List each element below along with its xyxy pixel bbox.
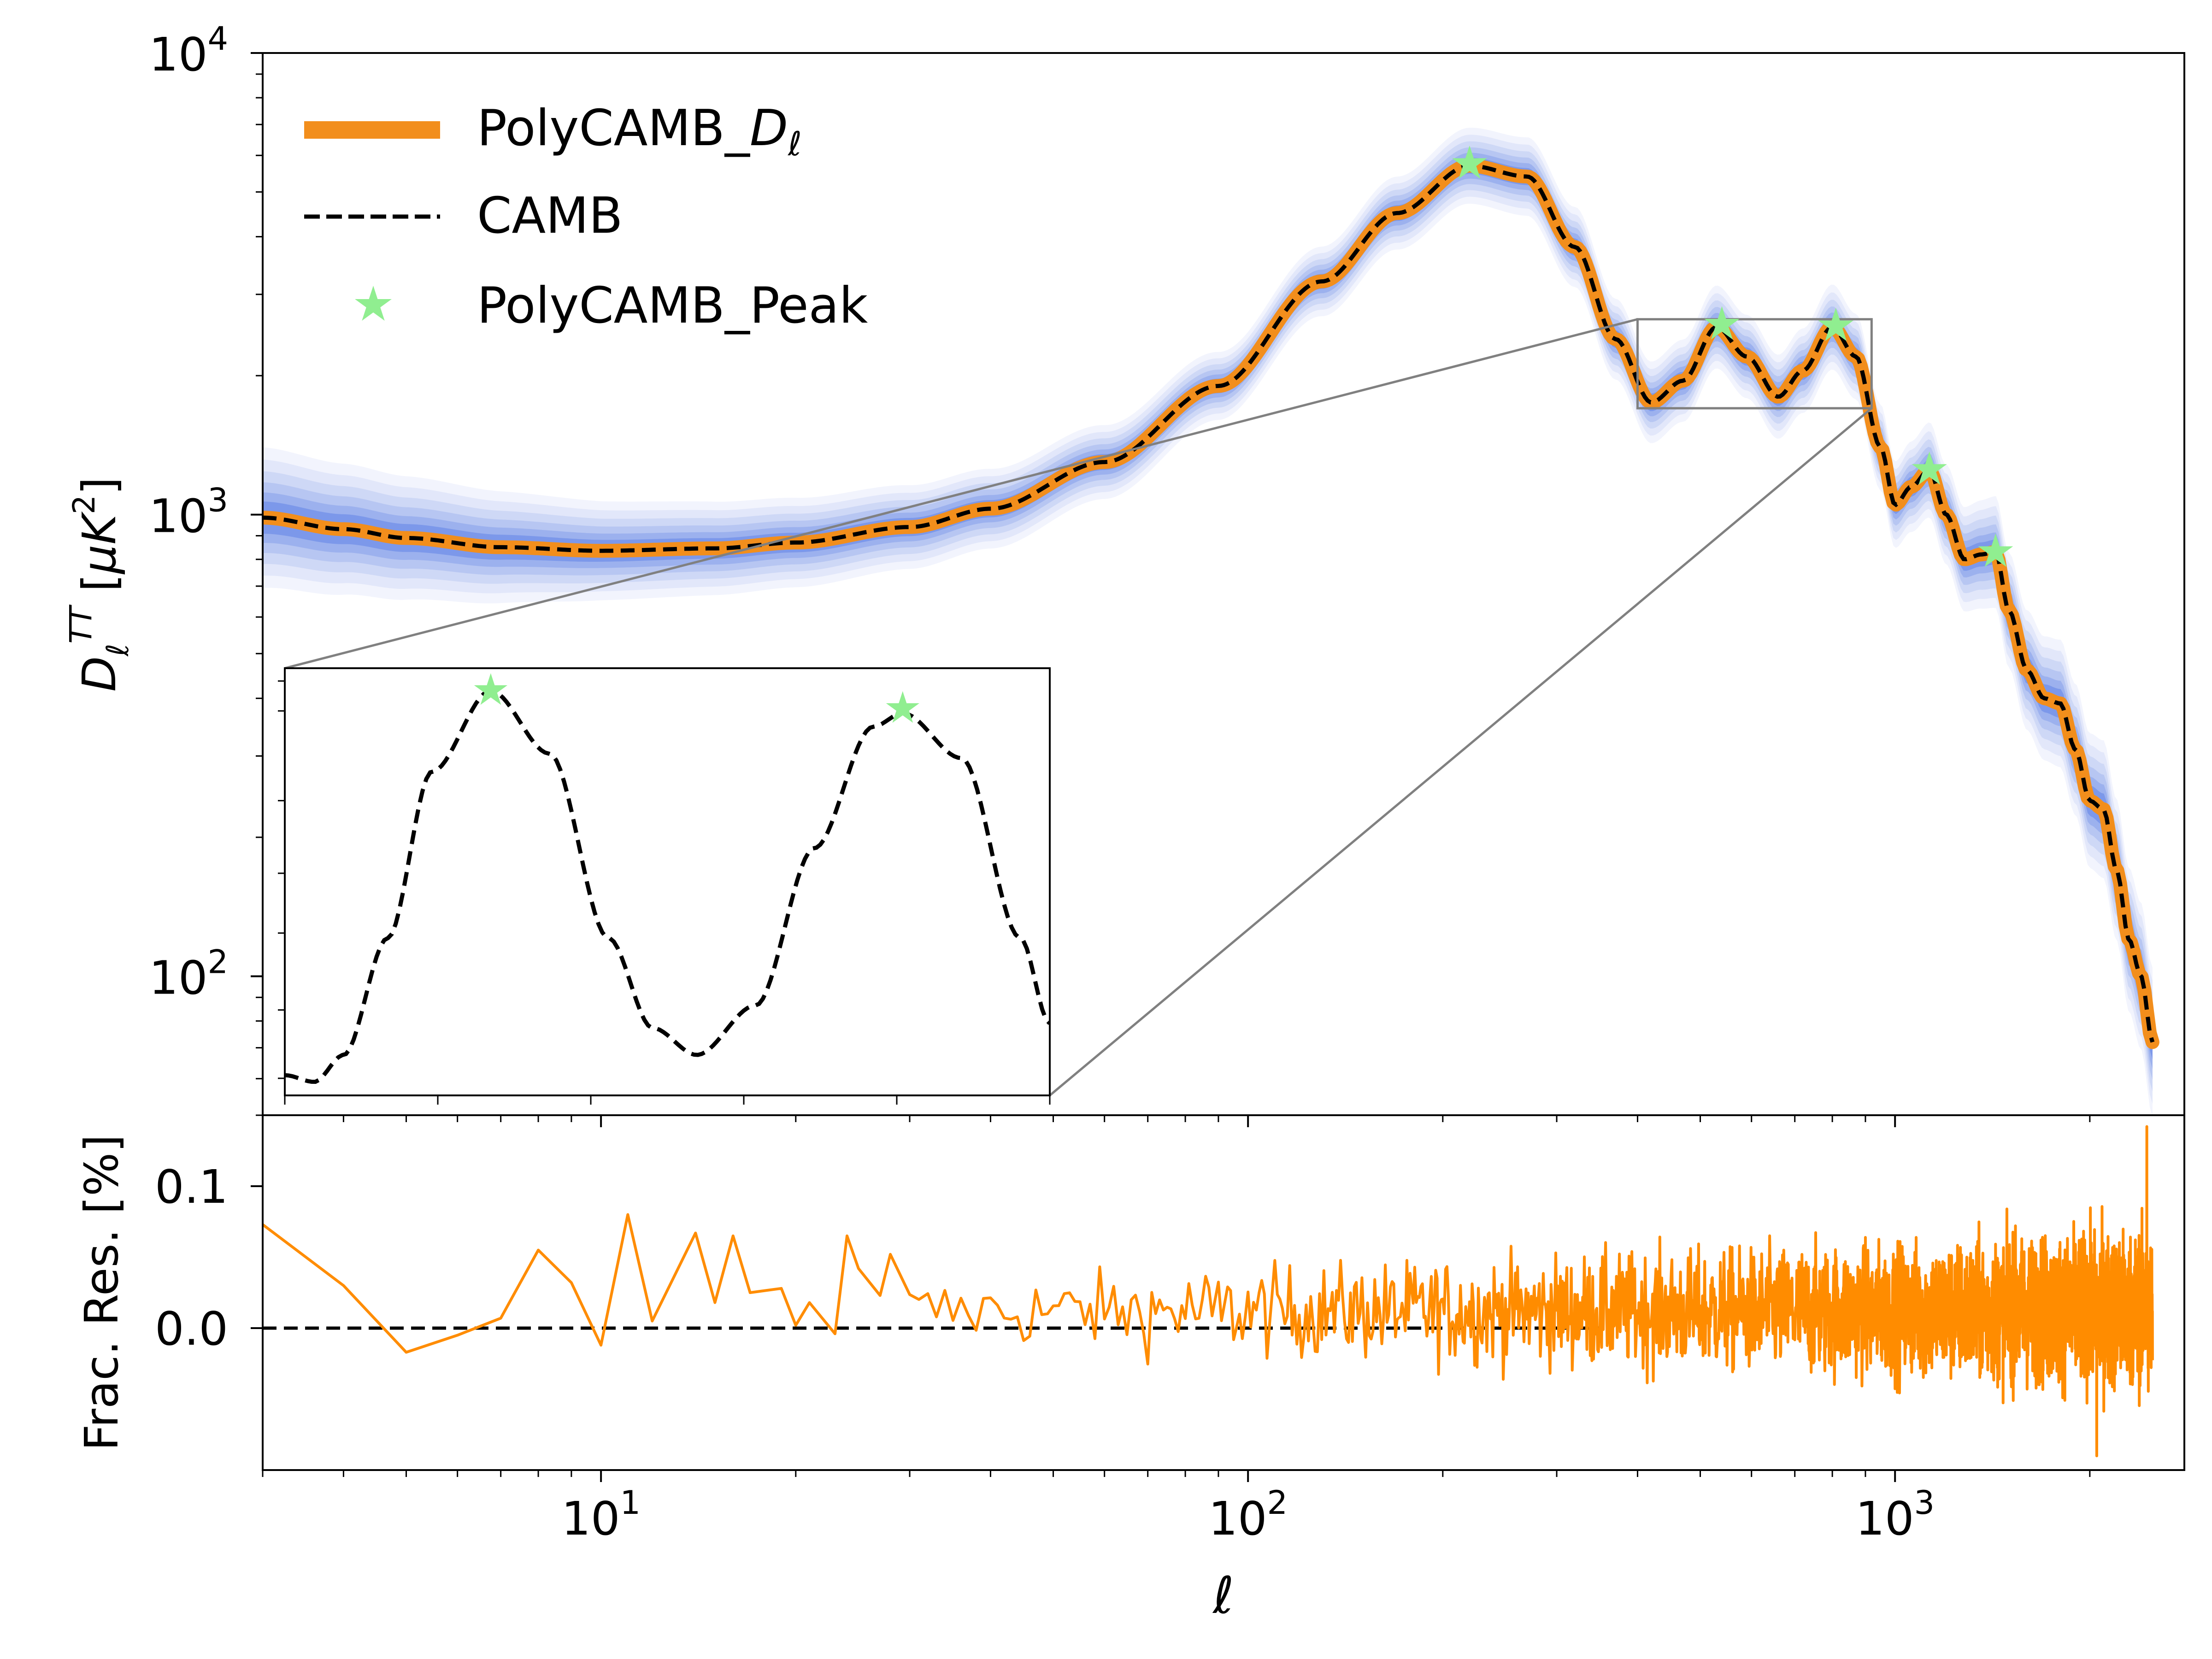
zoom-connector-upper [284, 318, 1638, 670]
camb-dashed-line [263, 163, 2155, 1043]
residual-y-ticks: 0.0 0.1 [155, 1160, 263, 1356]
x-tick-label: 101 [561, 1484, 641, 1546]
zoom-box [1636, 318, 1873, 410]
inset-camb-dashed-line [285, 688, 1050, 1084]
legend-label-camb: CAMB [477, 187, 623, 245]
residual-y-tick-label: 0.0 [155, 1302, 228, 1356]
main-panel: 102 103 104 DℓTT [μK2] PolyCAMB_Dℓ CAMB Po… [63, 20, 2185, 1127]
residual-panel: 0.0 0.1 101 102 103 Frac. Res. [%] ℓ [75, 1114, 2185, 1625]
legend-label-peak: PolyCAMB_Peak [477, 277, 868, 335]
residual-line [263, 1125, 2154, 1458]
x-axis-label: ℓ [1212, 1566, 1234, 1625]
x-tick-label: 102 [1208, 1484, 1288, 1546]
inset-curve [285, 688, 1050, 1084]
legend-swatch-peak-star [355, 286, 392, 321]
residual-y-tick-label: 0.1 [155, 1160, 228, 1214]
inset-axes-frame [284, 667, 1051, 1096]
residual-line-layer [263, 1125, 2154, 1458]
y-tick-label: 104 [149, 20, 228, 82]
inset-panel [278, 667, 1051, 1105]
main-x-ticks [262, 1115, 2091, 1127]
legend-label-polycamb: PolyCAMB_Dℓ [477, 100, 802, 163]
y-tick-label: 103 [149, 482, 228, 543]
residual-y-axis-label: Frac. Res. [%] [75, 1135, 129, 1451]
legend: PolyCAMB_Dℓ CAMB PolyCAMB_Peak [304, 100, 868, 335]
residual-axes-frame [262, 1114, 2185, 1471]
residual-x-ticks: 101 102 103 [262, 1470, 2091, 1546]
zoom-connector-lower [1049, 407, 1872, 1096]
inset-ticks [278, 680, 1051, 1105]
x-tick-label: 103 [1855, 1484, 1935, 1546]
main-y-ticks: 102 103 104 [149, 20, 263, 1116]
main-y-axis-label: DℓTT [μK2] [63, 477, 135, 692]
inset-background [285, 668, 1050, 1095]
y-tick-label: 102 [149, 943, 228, 1005]
zoom-indicator [284, 318, 1873, 1096]
